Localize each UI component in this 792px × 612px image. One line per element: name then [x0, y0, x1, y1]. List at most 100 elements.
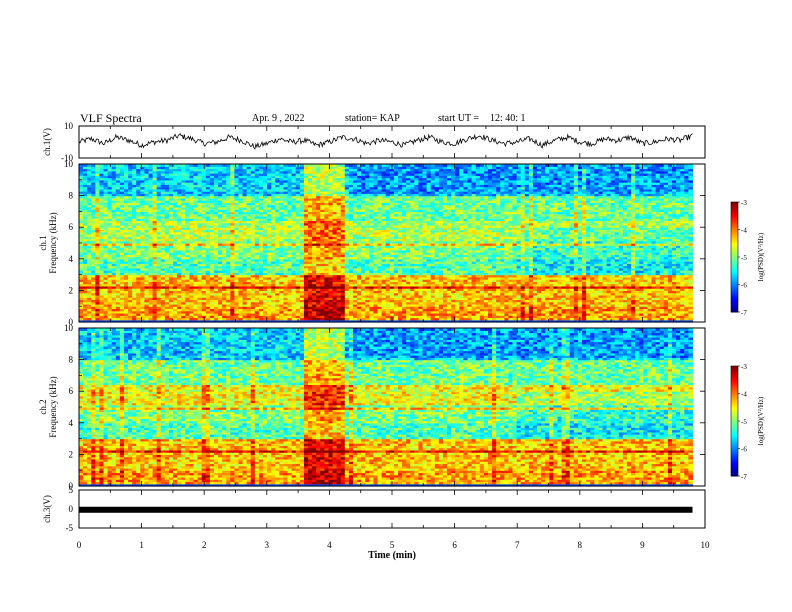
spectrogram-cell	[177, 261, 182, 264]
spectrogram-cell	[267, 308, 272, 312]
spectrogram-cell	[152, 285, 158, 289]
spectrogram-cell	[173, 184, 178, 188]
spectrogram-cell	[213, 195, 219, 199]
spectrogram-cell	[123, 283, 129, 287]
spectrogram-cell	[279, 227, 285, 231]
spectrogram-cell	[222, 256, 227, 260]
spectrogram-cell	[185, 283, 191, 287]
spectrogram-cell	[107, 213, 113, 217]
spectrogram-cell	[181, 265, 186, 269]
station-label: station= KAP	[345, 113, 400, 124]
spectrogram-cell	[234, 166, 240, 170]
spectrogram-cell	[263, 184, 268, 188]
spectrogram-cell	[132, 272, 137, 276]
spectrogram-cell	[209, 164, 215, 167]
spectrogram-cell	[99, 281, 105, 285]
spectrogram-cell	[181, 297, 186, 301]
spectrogram-cell	[181, 182, 186, 185]
spectrogram-cell	[168, 200, 174, 203]
spectrogram-cell	[95, 175, 101, 179]
spectrogram-cell	[267, 168, 272, 172]
spectrogram-cell	[222, 218, 227, 222]
spectrogram-cell	[279, 247, 285, 251]
spectrogram-cell	[111, 267, 117, 271]
spectrogram-cell	[177, 317, 182, 321]
spectrogram-cell	[164, 186, 170, 190]
spectrogram-cell	[201, 186, 207, 190]
spectrogram-cell	[181, 301, 186, 305]
spectrogram-cell	[160, 306, 166, 310]
spectrogram-cell	[209, 303, 215, 307]
spectrogram-cell	[160, 206, 166, 210]
spectrogram-cell	[205, 299, 211, 303]
spectrogram-cell	[271, 254, 276, 258]
spectrogram-cell	[107, 243, 113, 246]
spectrogram-cell	[226, 182, 231, 185]
spectrogram-cell	[152, 245, 158, 249]
spectrogram-cell	[267, 315, 272, 319]
spectrogram-cell	[283, 240, 289, 244]
spectrogram-cell	[226, 317, 231, 321]
spectrogram-cell	[213, 182, 219, 185]
spectrogram-cell	[156, 279, 162, 282]
spectrogram-cell	[128, 182, 133, 185]
spectrogram-cell	[181, 240, 186, 244]
spectrogram-cell	[263, 179, 268, 183]
spectrogram-cell	[201, 247, 207, 251]
spectrogram-cell	[87, 224, 92, 228]
spectrogram-cell	[275, 170, 280, 174]
spectrogram-cell	[181, 188, 186, 192]
spectrogram-cell	[115, 247, 121, 251]
spectrogram-cell	[234, 215, 240, 219]
spectrogram-cell	[242, 229, 248, 233]
spectrogram-cell	[123, 243, 129, 246]
spectrogram-cell	[185, 168, 191, 172]
spectrogram-cell	[87, 292, 92, 296]
spectrogram-cell	[132, 215, 137, 219]
spectrogram-cell	[234, 310, 240, 314]
spectrogram-cell	[205, 254, 211, 258]
spectrogram-cell	[267, 179, 272, 183]
spectrogram-cell	[205, 182, 211, 185]
spectrogram-cell	[148, 173, 154, 176]
spectrogram-cell	[132, 220, 137, 224]
spectrogram-cell	[123, 175, 129, 179]
spectrogram-cell	[115, 200, 121, 203]
spectrogram-cell	[201, 193, 207, 197]
spectrogram-cell	[213, 288, 219, 291]
spectrogram-cell	[230, 245, 236, 249]
spectrogram-cell	[148, 184, 154, 188]
spectrogram-cell	[128, 276, 133, 280]
spectrogram-cell	[95, 272, 101, 276]
spectrogram-cell	[152, 297, 158, 301]
spectrogram-cell	[103, 290, 109, 294]
spectrogram-cell	[107, 274, 113, 278]
spectrogram-cell	[246, 292, 252, 296]
spectrogram-cell	[103, 261, 109, 264]
spectrogram-cell	[238, 249, 244, 253]
spectrogram-cell	[283, 177, 289, 181]
spectrogram-cell	[168, 182, 174, 185]
spectrogram-cell	[95, 218, 101, 222]
spectrogram-cell	[181, 209, 186, 212]
spectrogram-cell	[185, 200, 191, 203]
spectrogram-cell	[115, 312, 121, 316]
spectrogram-cell	[258, 193, 264, 197]
spectrogram-cell	[132, 299, 137, 303]
spectrogram-cell	[230, 292, 236, 296]
spectrogram-cell	[193, 243, 199, 246]
spectrogram-cell	[144, 319, 150, 323]
spectrogram-cell	[250, 177, 256, 181]
spectrogram-cell	[148, 312, 154, 316]
spectrogram-cell	[279, 195, 285, 199]
spectrogram-cell	[181, 236, 186, 240]
spectrogram-cell	[258, 177, 264, 181]
spectrogram-cell	[218, 247, 223, 251]
spectrogram-cell	[160, 193, 166, 197]
spectrogram-cell	[152, 197, 158, 201]
spectrogram-cell	[222, 227, 227, 231]
spectrogram-cell	[91, 247, 96, 251]
spectrogram-cell	[254, 283, 260, 287]
spectrogram-cell	[156, 297, 162, 301]
spectrogram-cell	[79, 227, 84, 231]
